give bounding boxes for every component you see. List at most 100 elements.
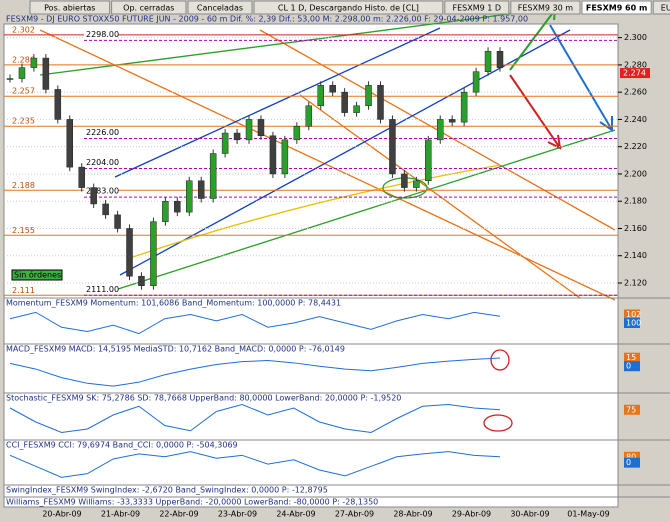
axis-label: 0: [626, 458, 631, 467]
candle: [221, 132, 229, 154]
y-tick-label: 2.220: [624, 142, 647, 151]
tab-label: FESXM9 30 m: [518, 4, 573, 13]
candle: [472, 71, 480, 93]
candle: [30, 57, 38, 68]
y-tick-label: 2.160: [624, 224, 647, 233]
level-label: 2.280: [12, 55, 35, 64]
tab-label: Op. cerradas: [123, 4, 174, 13]
axis-label: 75: [626, 405, 636, 414]
orders-box: [11, 269, 63, 281]
tab[interactable]: [187, 0, 253, 15]
date-label: 30-Abr-09: [510, 510, 549, 519]
date-label: 20-Abr-09: [42, 510, 81, 519]
candle: [186, 180, 193, 213]
candle: [293, 125, 301, 141]
candle: [245, 119, 253, 141]
candle: [197, 180, 205, 199]
level-box: [84, 127, 118, 137]
level-label: 2.235: [12, 117, 35, 126]
candle: [496, 51, 504, 68]
candle: [66, 119, 74, 168]
y-tick-label: 2.300: [624, 33, 647, 42]
axis-box: [624, 457, 640, 468]
level-box-label: 2204.00: [86, 158, 119, 167]
date-label: 24-Abr-09: [276, 510, 315, 519]
candle: [425, 139, 432, 182]
axis-label: 15: [626, 353, 636, 362]
highlight-ellipse: [490, 349, 510, 371]
y-tick-label: 2.260: [624, 88, 647, 97]
trend-line: [39, 9, 541, 76]
arrow: [509, 74, 562, 150]
candle: [281, 139, 289, 175]
level-label: 2.188: [12, 181, 35, 190]
axis-label: 0: [626, 362, 631, 371]
y-tick-label: 2.240: [624, 115, 647, 124]
candle: [78, 166, 85, 188]
tab[interactable]: [510, 0, 581, 15]
tab-label: EUR-USD 60 m: [661, 4, 670, 13]
tab[interactable]: [29, 0, 111, 15]
level-label: 2.155: [12, 226, 35, 235]
indicator-line: [9, 357, 501, 387]
date-label: 22-Abr-09: [159, 510, 198, 519]
date-label: 29-Abr-09: [452, 510, 491, 519]
tab[interactable]: [111, 0, 187, 15]
trend-line: [114, 27, 441, 178]
candle: [460, 91, 468, 123]
y-tick-label: 2.280: [624, 60, 647, 69]
tab-label: Canceladas: [197, 4, 243, 13]
level-box: [84, 157, 118, 167]
candle: [174, 200, 181, 213]
orders-label: Sin órdenes: [14, 270, 61, 280]
date-label: 28-Abr-09: [393, 510, 432, 519]
candle: [6, 78, 14, 80]
candle: [353, 105, 360, 113]
candle: [365, 85, 372, 107]
candle: [317, 85, 324, 107]
indicator-title: Momentum_FESXM9 Momentum: 101,6086 Band_…: [6, 299, 341, 308]
y-tick-label: 2.140: [624, 251, 647, 260]
last-price-box: [620, 68, 650, 79]
date-label: 01-May-09: [567, 510, 610, 519]
tab[interactable]: [444, 0, 510, 15]
tab[interactable]: [652, 0, 670, 15]
date-label: 23-Abr-09: [218, 510, 257, 519]
level-box-label: 2298.00: [86, 30, 119, 39]
chart-header: FESXM9 - DJ EURO STOXX50 FUTURE JUN - 20…: [6, 15, 528, 24]
moving-average: [129, 164, 501, 259]
tab-label: Pos. abiertas: [44, 4, 95, 13]
y-tick-label: 2.120: [624, 279, 647, 288]
indicator-title: Williams_FESXM9 Williams: -33,3333 Upper…: [6, 498, 378, 507]
axis-label: 102: [626, 310, 641, 319]
tab[interactable]: [253, 0, 444, 15]
last-price-label: 2.274: [623, 69, 646, 78]
axis-box: [624, 361, 640, 372]
level-box-label: 2111.00: [86, 285, 119, 294]
candle: [257, 119, 265, 137]
highlight-ellipse: [483, 414, 513, 432]
indicator-title: CCI_FESXM9 CCI: 79,6974 Band_CCI: 0,0000…: [6, 441, 238, 450]
candle: [413, 180, 420, 188]
level-box: [84, 186, 118, 196]
tab[interactable]: [581, 0, 652, 15]
candle: [150, 221, 157, 286]
level-box-label: 2183.00: [86, 187, 119, 196]
arrow: [549, 24, 613, 132]
axis-box: [624, 318, 640, 328]
level-box: [84, 284, 118, 294]
level-label: 2.302: [12, 25, 35, 34]
indicator-line: [9, 311, 501, 335]
y-tick-label: 2.200: [624, 169, 647, 178]
candle: [233, 132, 241, 141]
axis-box: [624, 451, 640, 462]
axis-label: 100: [626, 319, 641, 328]
level-label: 2.111: [12, 286, 35, 295]
tab-label: FESXM9 1 D: [453, 4, 502, 13]
date-label: 21-Abr-09: [101, 510, 140, 519]
candle: [341, 91, 348, 113]
candle: [162, 200, 169, 222]
tab-label: CL 1 D, Descargando Histo. de [CL]: [278, 4, 419, 13]
candle: [54, 89, 62, 120]
